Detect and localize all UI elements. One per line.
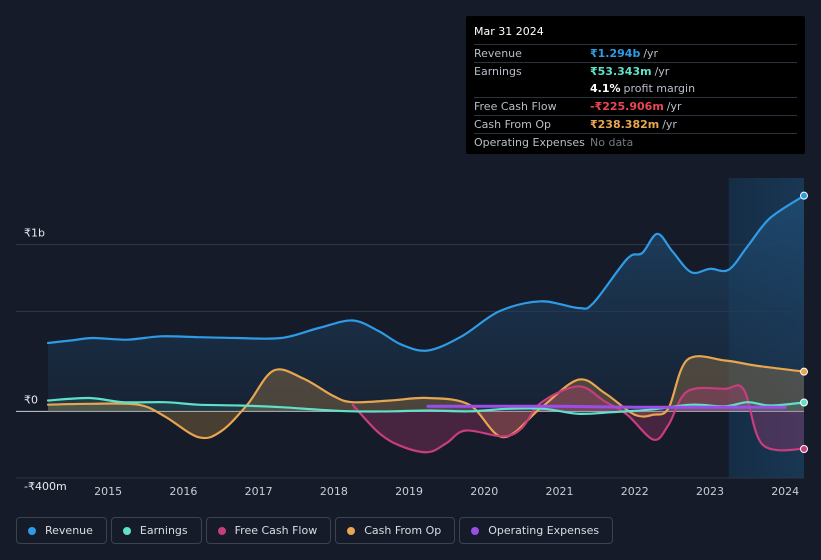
revenue-area bbox=[48, 195, 804, 412]
legend-dot-icon bbox=[28, 526, 36, 535]
y-tick-label: -₹400m bbox=[24, 480, 67, 493]
tooltip-row: Earnings ₹53.343m/yr bbox=[474, 62, 797, 80]
x-axis-labels: 2015 2016 2017 2018 2019 2020 2021 2022 2023 2024 bbox=[94, 485, 799, 498]
tooltip-rows: Revenue ₹1.294b/yr Earnings ₹53.343m/yr 4.1%… bbox=[474, 44, 797, 151]
tooltip-row-label: Cash From Op bbox=[474, 118, 552, 131]
tooltip-row: Free Cash Flow -₹225.906m/yr bbox=[474, 97, 797, 115]
revenue-end-point[interactable] bbox=[800, 191, 808, 200]
legend-dot-icon bbox=[347, 526, 356, 535]
tooltip-row-value: ₹1.294b bbox=[590, 47, 641, 60]
x-tick-label: 2017 bbox=[245, 485, 273, 498]
earnings-area bbox=[48, 397, 804, 414]
earnings-line bbox=[46, 396, 806, 416]
y-tick-label: ₹1b bbox=[24, 227, 45, 240]
legend: Revenue Earnings Free Cash Flow Cash From O… bbox=[16, 517, 614, 544]
tooltip-row-unit: /yr bbox=[643, 47, 659, 60]
free-cash-flow-area bbox=[352, 385, 804, 453]
legend-label: Operating Expenses bbox=[488, 524, 600, 537]
free-cash-flow-end-point[interactable] bbox=[800, 445, 808, 453]
tooltip-row-value: 4.1% bbox=[590, 82, 621, 95]
x-tick-label: 2020 bbox=[470, 485, 498, 498]
x-tick-label: 2024 bbox=[771, 485, 799, 498]
tooltip-row: Cash From Op ₹238.382m/yr bbox=[474, 115, 797, 133]
legend-dot-icon bbox=[471, 526, 480, 535]
operating-expenses-line bbox=[426, 404, 787, 409]
y-axis-labels: ₹1b ₹0 -₹400m bbox=[24, 227, 67, 493]
cash-from-op-end-point[interactable] bbox=[800, 367, 808, 376]
legend-label: Cash From Op bbox=[364, 524, 442, 537]
tooltip-date: Mar 31 2024 bbox=[474, 25, 544, 38]
x-tick-label: 2018 bbox=[320, 485, 348, 498]
legend-dot-icon bbox=[122, 526, 131, 535]
cash-from-op-area bbox=[48, 356, 804, 439]
series-lines bbox=[46, 194, 806, 454]
legend-label: Earnings bbox=[139, 524, 188, 537]
tooltip-row: Revenue ₹1.294b/yr bbox=[474, 44, 797, 62]
tooltip-row: 4.1% profit margin bbox=[474, 80, 797, 97]
tooltip-row-unit: /yr bbox=[666, 100, 682, 113]
x-tick-label: 2022 bbox=[621, 485, 649, 498]
legend-label: Revenue bbox=[45, 524, 93, 537]
tooltip: Mar 31 2024 Revenue ₹1.294b/yr Earnings ₹53… bbox=[466, 16, 805, 154]
x-tick-label: 2023 bbox=[696, 485, 724, 498]
tooltip-row: Operating Expenses No data bbox=[474, 133, 797, 151]
legend-item-cash-from-op[interactable]: Cash From Op bbox=[335, 517, 456, 544]
legend-label: Free Cash Flow bbox=[234, 524, 318, 537]
x-tick-label: 2019 bbox=[395, 485, 423, 498]
legend-item-free-cash-flow[interactable]: Free Cash Flow bbox=[205, 517, 332, 544]
tooltip-row-label: Free Cash Flow bbox=[474, 100, 557, 113]
legend-item-operating-expenses[interactable]: Operating Expenses bbox=[459, 517, 614, 544]
legend-item-revenue[interactable]: Revenue bbox=[16, 517, 107, 544]
y-tick-label: ₹0 bbox=[24, 393, 38, 406]
series-end-markers bbox=[800, 191, 808, 453]
tooltip-row-unit: profit margin bbox=[623, 82, 696, 95]
tooltip-row-value: No data bbox=[590, 136, 634, 149]
tooltip-row-label: Earnings bbox=[474, 65, 522, 78]
earnings-end-point[interactable] bbox=[800, 398, 808, 407]
legend-item-earnings[interactable]: Earnings bbox=[110, 517, 202, 544]
tooltip-row-value: ₹53.343m bbox=[590, 65, 652, 78]
tooltip-row-unit: /yr bbox=[654, 65, 670, 78]
free-cash-flow-line bbox=[351, 384, 806, 454]
legend-dot-icon bbox=[217, 526, 226, 535]
tooltip-row-value: -₹225.906m bbox=[590, 100, 664, 113]
revenue-line bbox=[46, 194, 806, 352]
x-tick-label: 2021 bbox=[546, 485, 574, 498]
tooltip-row-label: Operating Expenses bbox=[474, 136, 585, 149]
x-tick-label: 2016 bbox=[169, 485, 197, 498]
tooltip-row-unit: /yr bbox=[662, 118, 677, 131]
tooltip-row-value: ₹238.382m bbox=[590, 118, 660, 131]
x-tick-label: 2015 bbox=[94, 485, 122, 498]
tooltip-row-label: Revenue bbox=[474, 47, 522, 60]
